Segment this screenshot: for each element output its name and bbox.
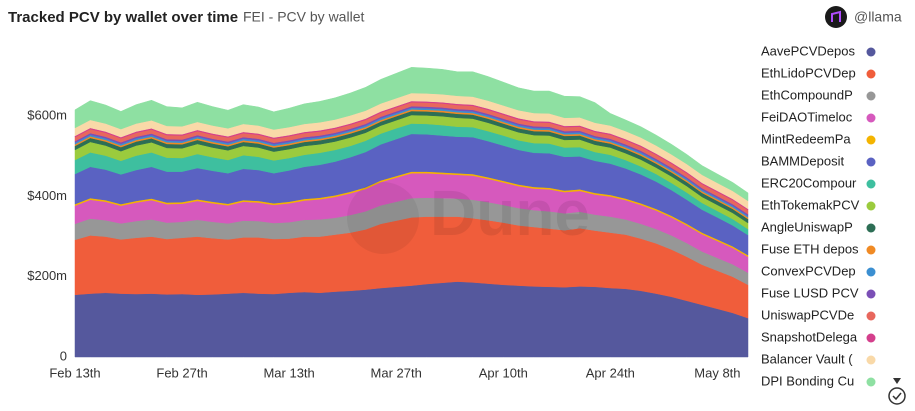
area — [74, 67, 749, 202]
legend-label: EthCompoundP — [761, 87, 853, 102]
account-name[interactable]: @llama — [854, 9, 902, 25]
legend-label: AngleUniswapP — [761, 219, 853, 234]
legend-label: ConvexPCVDep — [761, 263, 856, 278]
y-tick-label: $400m — [27, 188, 67, 203]
x-tick-label: Mar 27th — [371, 365, 422, 380]
y-tick-label: $600m — [27, 108, 67, 123]
legend-swatch — [866, 179, 876, 189]
scroll-button[interactable] — [888, 387, 906, 405]
legend-label: Balancer Vault ( — [761, 351, 853, 366]
legend-swatch — [866, 113, 876, 123]
legend-label: DPI Bonding Cu — [761, 373, 854, 388]
legend-swatch — [866, 201, 876, 211]
legend-label: Fuse ETH depos — [761, 241, 859, 256]
legend-swatch — [866, 311, 876, 321]
scroll-icon — [892, 392, 902, 401]
x-tick-label: Apr 24th — [586, 365, 635, 380]
legend-label: MintRedeemPa — [761, 131, 851, 146]
legend-label: FeiDAOTimeloc — [761, 109, 853, 124]
legend-swatch — [866, 245, 876, 255]
legend-swatch — [866, 333, 876, 343]
legend-label: Fuse LUSD PCV — [761, 285, 859, 300]
x-tick-label: May 8th — [694, 365, 740, 380]
legend-swatch — [866, 267, 876, 277]
y-tick-label: 0 — [60, 348, 67, 363]
legend-swatch — [866, 135, 876, 145]
chart-title: Tracked PCV by wallet over time — [8, 9, 238, 26]
legend-swatch — [866, 157, 876, 167]
x-tick-label: Feb 27th — [156, 365, 207, 380]
account-avatar — [825, 6, 847, 28]
legend-label: SnapshotDelega — [761, 329, 858, 344]
legend-swatch — [866, 377, 876, 387]
legend-swatch — [866, 289, 876, 299]
legend-swatch — [866, 223, 876, 233]
legend-label: EthLidoPCVDep — [761, 65, 856, 80]
legend-label: ERC20Compour — [761, 175, 857, 190]
watermark: Dune — [430, 177, 590, 249]
scroll-arrow[interactable] — [893, 378, 901, 384]
watermark-logo — [347, 182, 419, 254]
plot-area — [72, 67, 749, 358]
x-tick-label: Feb 13th — [49, 365, 100, 380]
legend-label: EthTokemakPCV — [761, 197, 860, 212]
legend-swatch — [866, 69, 876, 79]
legend-swatch — [866, 355, 876, 365]
y-tick-label: $200m — [27, 268, 67, 283]
legend-swatch — [866, 47, 876, 57]
legend-label: AavePCVDepos — [761, 43, 855, 58]
legend-label: UniswapPCVDe — [761, 307, 854, 322]
chart-subtitle: FEI - PCV by wallet — [243, 9, 364, 25]
x-tick-label: Apr 10th — [479, 365, 528, 380]
account-avatar-icon — [831, 10, 841, 22]
legend-swatch — [866, 91, 876, 101]
legend-label: BAMMDeposit — [761, 153, 844, 168]
legend: AavePCVDepos EthLidoPCVDep EthCompoundP Fei… — [761, 43, 876, 388]
x-tick-label: Mar 13th — [263, 365, 314, 380]
